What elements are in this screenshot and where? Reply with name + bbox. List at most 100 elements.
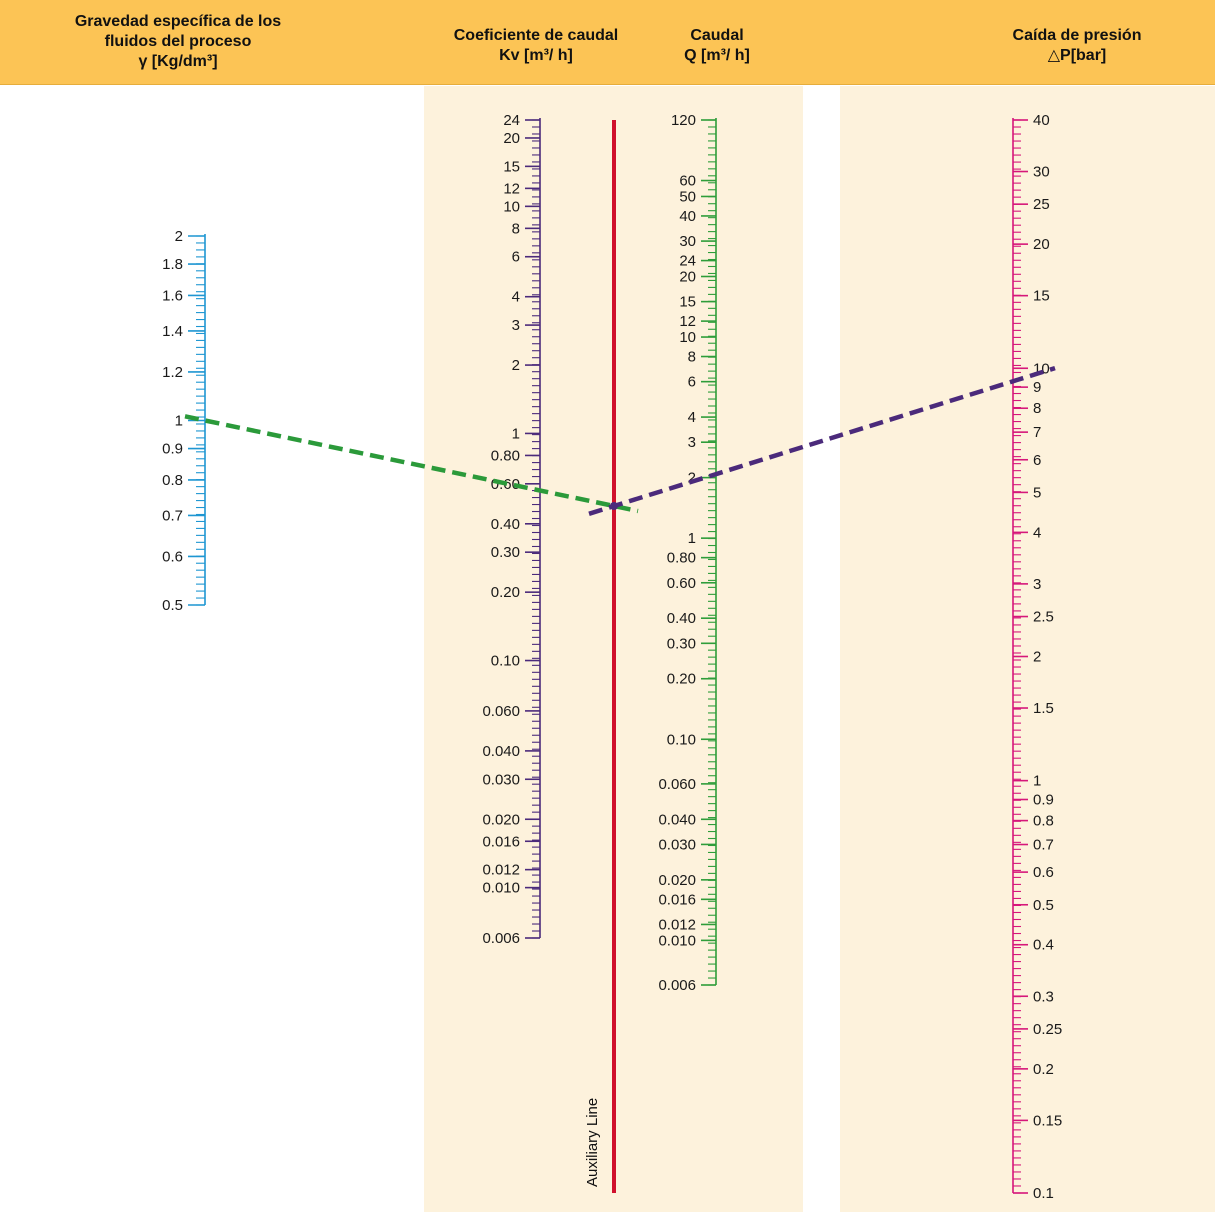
gravity-title-line2: fluidos del proceso xyxy=(104,33,252,50)
flow-tick-label: 15 xyxy=(679,294,696,311)
flow-tick-label: 24 xyxy=(679,253,696,270)
kv-tick-label: 3 xyxy=(512,317,520,334)
kv-tick-label: 10 xyxy=(503,198,520,215)
kv-tick-label: 15 xyxy=(503,158,520,175)
pressure-tick-label: 30 xyxy=(1033,164,1050,181)
pressure-panel xyxy=(840,86,1215,1212)
gravity-tick-label: 1 xyxy=(175,413,183,430)
flow-tick-label: 0.80 xyxy=(667,550,696,567)
pressure-tick-label: 0.25 xyxy=(1033,1021,1062,1038)
pressure-tick-label: 0.4 xyxy=(1033,937,1054,954)
kv-tick-label: 0.016 xyxy=(482,833,520,850)
gravity-title-line1: Gravedad específica de los xyxy=(74,13,282,30)
pressure-tick-label: 2.5 xyxy=(1033,609,1054,626)
flow-tick-label: 30 xyxy=(679,233,696,250)
kv-tick-label: 0.40 xyxy=(491,516,520,533)
kv-tick-label: 12 xyxy=(503,180,520,197)
header-bar: Gravedad específica de los fluidos del p… xyxy=(0,0,1215,85)
kv-tick-label: 0.060 xyxy=(482,703,520,720)
kv-tick-label: 0.010 xyxy=(482,880,520,897)
flow-tick-label: 8 xyxy=(688,349,696,366)
pressure-tick-label: 0.1 xyxy=(1033,1185,1054,1202)
flow-tick-label: 0.010 xyxy=(658,932,696,949)
pressure-tick-label: 1 xyxy=(1033,773,1041,790)
flow-tick-label: 0.020 xyxy=(658,872,696,889)
flow-tick-label: 12 xyxy=(679,313,696,330)
pressure-tick-label: 2 xyxy=(1033,649,1041,666)
flow-title: Caudal Q [m³/ h] xyxy=(684,26,750,66)
gravity-tick-label: 1.6 xyxy=(162,287,183,304)
pressure-tick-label: 15 xyxy=(1033,288,1050,305)
kv-scale: 24201512108643210.800.600.400.300.200.10… xyxy=(482,112,541,947)
kv-tick-label: 24 xyxy=(503,112,520,129)
flow-tick-label: 20 xyxy=(679,268,696,285)
gravity-tick-label: 2 xyxy=(175,228,183,245)
gravity-tick-label: 1.2 xyxy=(162,364,183,381)
auxiliary-line-label: Auxiliary Line xyxy=(584,1098,601,1187)
gravity-tick-label: 0.8 xyxy=(162,472,183,489)
pressure-tick-label: 0.6 xyxy=(1033,864,1054,881)
flow-tick-label: 10 xyxy=(679,329,696,346)
pressure-tick-label: 0.5 xyxy=(1033,897,1054,914)
gravity-title-line3: γ [Kg/dm³] xyxy=(138,53,218,70)
pressure-tick-label: 5 xyxy=(1033,484,1041,501)
pressure-tick-label: 25 xyxy=(1033,196,1050,213)
pressure-tick-label: 4 xyxy=(1033,524,1041,541)
gravity-tick-label: 0.7 xyxy=(162,507,183,524)
pressure-tick-label: 0.8 xyxy=(1033,813,1054,830)
flow-tick-label: 2 xyxy=(688,470,696,487)
kv-tick-label: 20 xyxy=(503,130,520,147)
gravity-tick-label: 0.9 xyxy=(162,441,183,458)
kv-title-line2: Kv [m³/ h] xyxy=(499,47,573,64)
flow-tick-label: 0.060 xyxy=(658,776,696,793)
flow-tick-label: 0.20 xyxy=(667,671,696,688)
pressure-tick-label: 6 xyxy=(1033,452,1041,469)
kv-tick-label: 8 xyxy=(512,220,520,237)
pressure-tick-label: 8 xyxy=(1033,400,1041,417)
flow-title-line1: Caudal xyxy=(690,27,744,44)
guide-line-gravity-kv xyxy=(184,414,639,514)
guide-line-auxiliary-pressure xyxy=(588,365,1056,516)
kv-tick-label: 0.020 xyxy=(482,811,520,828)
flow-tick-label: 1 xyxy=(688,530,696,547)
pressure-tick-label: 9 xyxy=(1033,379,1041,396)
gravity-tick-label: 1.4 xyxy=(162,323,183,340)
gravity-tick-label: 1.8 xyxy=(162,256,183,273)
pressure-tick-label: 1.5 xyxy=(1033,700,1054,717)
flow-tick-label: 60 xyxy=(679,173,696,190)
flow-tick-label: 40 xyxy=(679,208,696,225)
kv-tick-label: 6 xyxy=(512,249,520,266)
pressure-title-line2: △P[bar] xyxy=(1047,47,1107,64)
gravity-tick-label: 0.6 xyxy=(162,548,183,565)
kv-tick-label: 1 xyxy=(512,425,520,442)
flow-tick-label: 120 xyxy=(671,112,696,129)
gravity-title: Gravedad específica de los fluidos del p… xyxy=(75,12,281,72)
kv-tick-label: 0.80 xyxy=(491,447,520,464)
flow-tick-label: 50 xyxy=(679,188,696,205)
kv-tick-label: 2 xyxy=(512,357,520,374)
flow-tick-label: 0.40 xyxy=(667,610,696,627)
flow-tick-label: 4 xyxy=(688,409,696,426)
kv-title-line1: Coeficiente de caudal xyxy=(453,27,619,44)
pressure-tick-label: 0.7 xyxy=(1033,837,1054,854)
kv-tick-label: 0.20 xyxy=(491,584,520,601)
gravity-scale: 2 1.8 1.6 1.4 1.2 1 0.9 0.8 0.7 0.6 0.5 xyxy=(162,228,206,614)
pressure-tick-label: 40 xyxy=(1033,112,1050,129)
pressure-tick-label: 0.3 xyxy=(1033,988,1054,1005)
pressure-tick-label: 0.9 xyxy=(1033,792,1054,809)
pressure-tick-label: 0.2 xyxy=(1033,1061,1054,1078)
flow-tick-label: 0.30 xyxy=(667,635,696,652)
flow-tick-label: 6 xyxy=(688,374,696,391)
flow-tick-label: 0.60 xyxy=(667,575,696,592)
flow-tick-label: 0.030 xyxy=(658,836,696,853)
kv-tick-label: 0.30 xyxy=(491,544,520,561)
kv-tick-label: 0.030 xyxy=(482,771,520,788)
flow-tick-label: 0.040 xyxy=(658,811,696,828)
pressure-tick-label: 20 xyxy=(1033,236,1050,253)
kv-tick-label: 0.006 xyxy=(482,930,520,947)
gravity-tick-label: 0.5 xyxy=(162,597,183,614)
kv-title: Coeficiente de caudal Kv [m³/ h] xyxy=(454,26,619,66)
pressure-tick-label: 7 xyxy=(1033,424,1041,441)
